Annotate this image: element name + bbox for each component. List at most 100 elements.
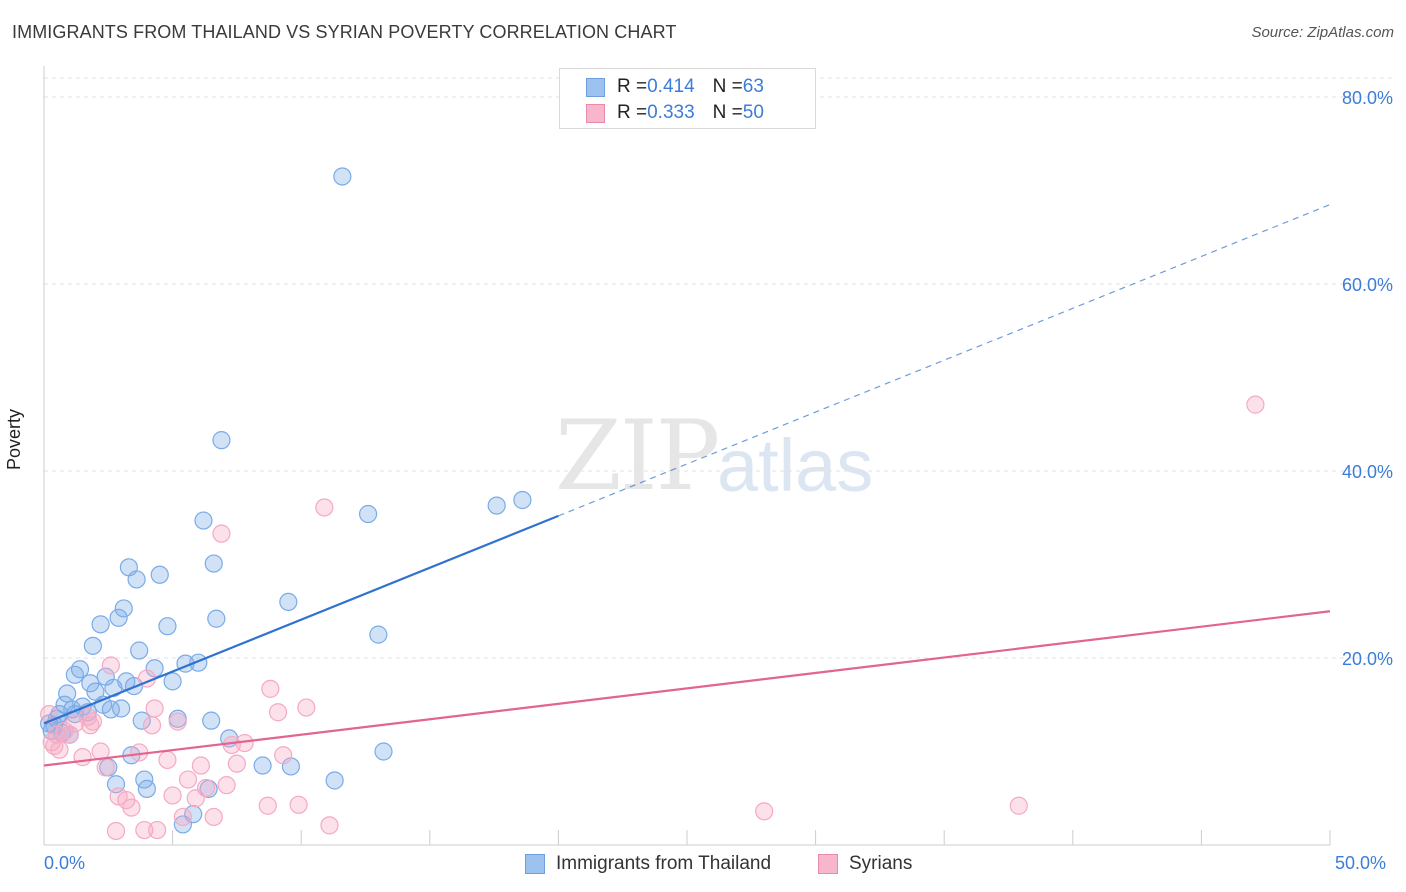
bottom-legend-syrians: Syrians: [818, 852, 912, 876]
point-syrians: [1246, 395, 1265, 414]
bottom-legend-label: Immigrants from Thailand: [556, 853, 772, 874]
bottom-legend-swatch-syrians: [818, 854, 838, 874]
point-syrians: [261, 679, 280, 698]
point-syrians: [96, 758, 115, 777]
point-thailand: [369, 625, 388, 644]
point-thailand: [130, 641, 149, 660]
y-tick-label: 20.0%: [1342, 649, 1393, 669]
point-syrians: [297, 698, 316, 717]
point-syrians: [320, 816, 339, 835]
point-thailand: [513, 490, 532, 510]
legend-swatch-thailand: [586, 77, 605, 97]
point-syrians: [158, 750, 177, 770]
point-thailand: [132, 711, 151, 730]
point-thailand: [91, 615, 110, 634]
point-syrians: [204, 807, 223, 827]
trend-line-thailand: [43, 514, 559, 725]
legend-n-label: N =: [712, 102, 743, 123]
point-syrians: [135, 820, 154, 840]
point-thailand: [374, 742, 393, 761]
legend-row-syrians: R = 0.333 N = 50: [586, 101, 764, 125]
x-tick-label-min: 0.0%: [44, 853, 86, 873]
point-syrians: [145, 699, 164, 718]
chart-title: IMMIGRANTS FROM THAILAND VS SYRIAN POVER…: [12, 22, 677, 42]
point-syrians: [212, 524, 231, 543]
point-thailand: [202, 711, 221, 730]
point-thailand: [109, 608, 128, 627]
point-thailand: [127, 570, 146, 589]
point-syrians: [50, 740, 69, 759]
point-syrians: [83, 712, 102, 731]
point-syrians: [1009, 796, 1028, 815]
point-syrians: [142, 716, 162, 735]
point-thailand: [333, 167, 352, 186]
source-credit: Source: ZipAtlas.com: [1251, 24, 1394, 41]
legend-swatch-syrians: [586, 103, 605, 123]
point-thailand: [70, 660, 90, 679]
legend-r-label: R =: [617, 102, 648, 123]
watermark-zip: ZIP: [555, 400, 720, 512]
point-syrians: [755, 802, 774, 821]
point-syrians: [163, 786, 182, 805]
point-thailand: [158, 617, 177, 636]
correlation-legend: R = 0.414 N = 63 R = 0.333 N = 50: [559, 68, 816, 129]
point-thailand: [114, 599, 133, 618]
legend-n-value: 63: [742, 76, 764, 97]
point-syrians: [60, 725, 79, 744]
point-syrians: [191, 756, 210, 775]
trend-line-syrians: [43, 610, 1331, 767]
point-syrians: [168, 712, 187, 731]
bottom-legend-label: Syrians: [849, 853, 913, 874]
x-tick-label-max: 50.0%: [1335, 853, 1387, 873]
point-syrians: [315, 498, 334, 517]
trend-line-thailand-projection: [558, 203, 1331, 517]
point-thailand: [212, 431, 231, 450]
point-syrians: [227, 754, 246, 773]
legend-r-value: 0.333: [647, 102, 695, 123]
point-syrians: [178, 770, 198, 789]
point-thailand: [358, 504, 378, 524]
point-thailand: [253, 756, 272, 775]
y-axis-label: Poverty: [4, 408, 24, 470]
point-thailand: [73, 697, 92, 716]
point-thailand: [65, 665, 84, 684]
point-thailand: [112, 699, 131, 718]
point-syrians: [268, 703, 288, 722]
point-thailand: [487, 496, 506, 515]
point-syrians: [173, 807, 192, 827]
point-thailand: [150, 565, 169, 584]
point-thailand: [279, 592, 298, 612]
point-syrians: [217, 776, 236, 795]
point-thailand: [207, 609, 226, 628]
point-thailand: [58, 684, 77, 703]
point-syrians: [73, 748, 92, 767]
point-syrians: [106, 821, 126, 841]
point-syrians: [196, 778, 216, 798]
point-syrians: [289, 795, 308, 814]
point-syrians: [122, 798, 141, 817]
legend-r-value: 0.414: [647, 76, 695, 97]
legend-row-thailand: R = 0.414 N = 63: [586, 75, 764, 99]
point-syrians: [274, 746, 293, 765]
legend-r-label: R =: [617, 76, 648, 97]
point-syrians: [148, 820, 167, 840]
point-thailand: [194, 511, 213, 530]
legend-n-label: N =: [712, 76, 743, 97]
y-tick-label: 80.0%: [1342, 88, 1393, 108]
point-syrians: [101, 656, 120, 675]
bottom-legend-swatch-thailand: [525, 854, 545, 874]
point-thailand: [325, 771, 344, 790]
point-thailand: [163, 672, 182, 691]
legend-n-value: 50: [742, 102, 764, 123]
point-thailand: [184, 805, 203, 824]
point-syrians: [258, 796, 277, 815]
bottom-legend-thailand: Immigrants from Thailand: [525, 852, 771, 876]
point-syrians: [40, 704, 59, 724]
point-thailand: [204, 554, 223, 573]
point-thailand: [83, 636, 102, 655]
point-thailand: [137, 779, 156, 799]
y-tick-label: 60.0%: [1342, 275, 1393, 295]
watermark-atlas: atlas: [717, 424, 874, 507]
y-tick-label: 40.0%: [1342, 462, 1393, 482]
